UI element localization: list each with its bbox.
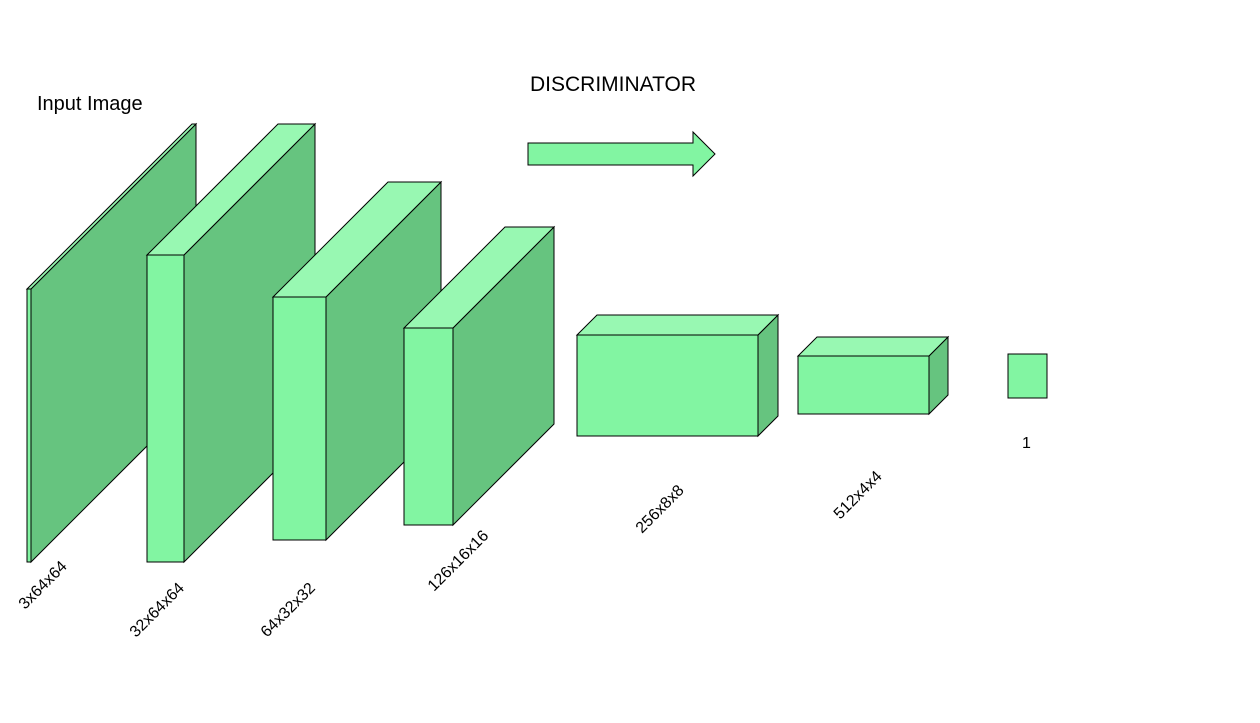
layer-dim-label-4: 126x16x16 — [425, 527, 492, 594]
layer-dim-label-6: 512x4x4 — [831, 468, 886, 523]
layer-block-4 — [402, 225, 556, 527]
layer-block-front — [272, 296, 327, 541]
layer-dim-label-3: 64x32x32 — [258, 580, 319, 641]
layer-block-front — [26, 288, 32, 563]
layer-dim-label-1: 3x64x64 — [16, 558, 71, 613]
layer-block-front — [797, 355, 930, 415]
layer-dim-label-2: 32x64x64 — [127, 580, 188, 641]
layer-block-top — [575, 314, 780, 336]
input-image-label: Input Image — [37, 93, 143, 115]
output-label: 1 — [1022, 435, 1031, 452]
output-node — [1007, 353, 1048, 399]
layer-dim-label-5: 256x8x8 — [633, 482, 688, 537]
layer-block-front — [403, 327, 454, 526]
layer-blocks — [25, 122, 950, 564]
direction-arrow — [527, 130, 716, 178]
layer-block-1 — [25, 122, 198, 564]
layer-block-front — [146, 254, 185, 563]
layer-block-side — [757, 313, 779, 438]
layer-block-front — [576, 334, 759, 437]
layer-block-top — [796, 336, 950, 357]
diagram-title: DISCRIMINATOR — [530, 73, 696, 96]
layer-block-6 — [796, 335, 950, 416]
layer-block-5 — [575, 313, 780, 438]
